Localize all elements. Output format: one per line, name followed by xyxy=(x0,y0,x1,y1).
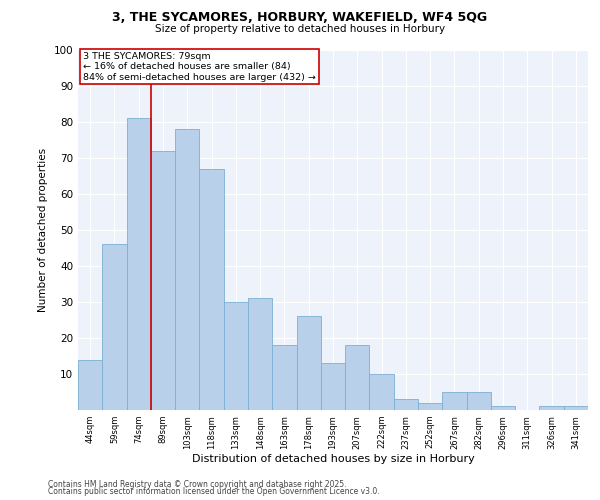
Y-axis label: Number of detached properties: Number of detached properties xyxy=(38,148,48,312)
Bar xyxy=(296,316,321,410)
Bar xyxy=(78,360,102,410)
Bar xyxy=(345,345,370,410)
Text: Size of property relative to detached houses in Horbury: Size of property relative to detached ho… xyxy=(155,24,445,34)
Bar xyxy=(442,392,467,410)
Bar xyxy=(127,118,151,410)
Text: 3 THE SYCAMORES: 79sqm
← 16% of detached houses are smaller (84)
84% of semi-det: 3 THE SYCAMORES: 79sqm ← 16% of detached… xyxy=(83,52,316,82)
Bar xyxy=(248,298,272,410)
Bar xyxy=(102,244,127,410)
Bar xyxy=(151,151,175,410)
Bar xyxy=(418,403,442,410)
Text: Contains public sector information licensed under the Open Government Licence v3: Contains public sector information licen… xyxy=(48,487,380,496)
Bar xyxy=(199,169,224,410)
Bar xyxy=(321,363,345,410)
X-axis label: Distribution of detached houses by size in Horbury: Distribution of detached houses by size … xyxy=(191,454,475,464)
Bar xyxy=(564,406,588,410)
Text: Contains HM Land Registry data © Crown copyright and database right 2025.: Contains HM Land Registry data © Crown c… xyxy=(48,480,347,489)
Bar xyxy=(272,345,296,410)
Bar xyxy=(467,392,491,410)
Bar xyxy=(394,399,418,410)
Bar xyxy=(491,406,515,410)
Bar xyxy=(224,302,248,410)
Bar xyxy=(370,374,394,410)
Bar xyxy=(175,129,199,410)
Text: 3, THE SYCAMORES, HORBURY, WAKEFIELD, WF4 5QG: 3, THE SYCAMORES, HORBURY, WAKEFIELD, WF… xyxy=(112,11,488,24)
Bar xyxy=(539,406,564,410)
